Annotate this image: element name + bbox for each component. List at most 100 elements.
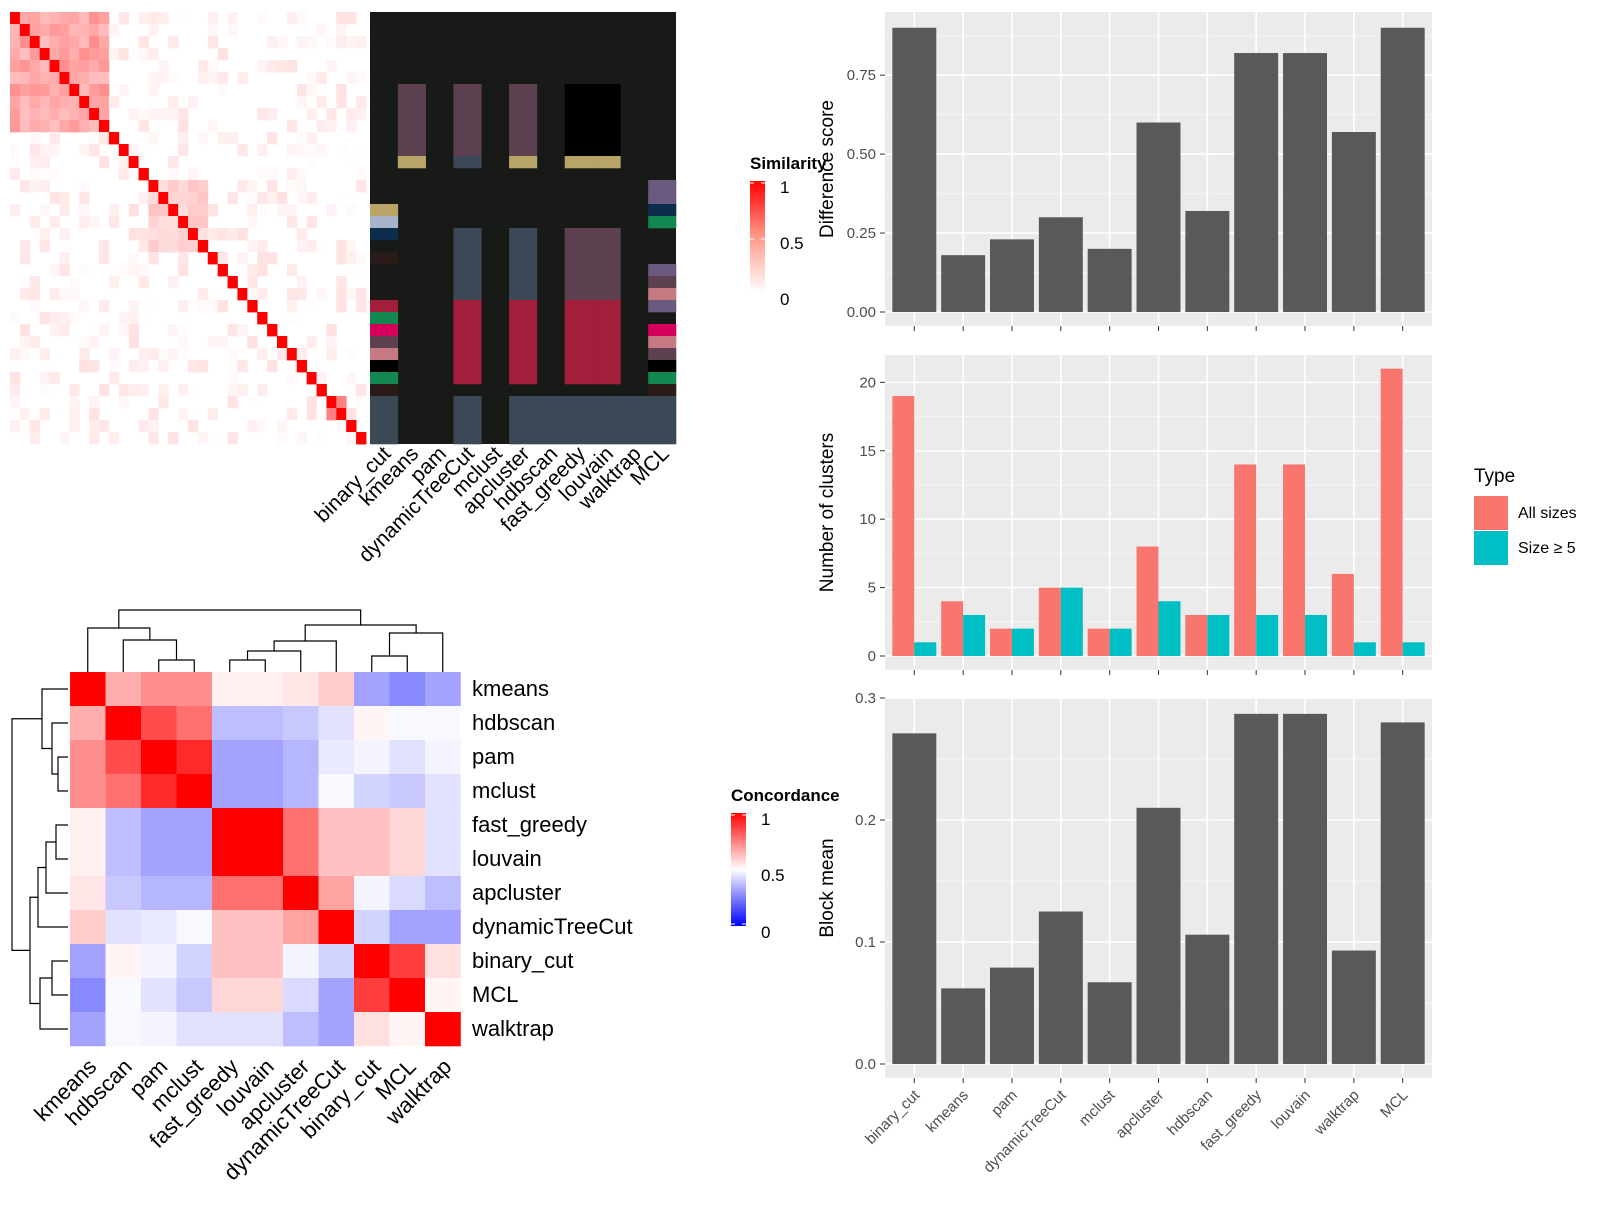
similarity-cell: [316, 288, 327, 301]
concordance-cell: [247, 740, 284, 775]
similarity-cell: [59, 192, 70, 205]
similarity-cell: [267, 60, 278, 73]
similarity-cell: [108, 348, 120, 361]
similarity-cell: [49, 84, 60, 97]
similarity-cell: [49, 48, 60, 61]
partition-cell: [564, 264, 593, 277]
similarity-cell: [356, 180, 367, 193]
concordance-cell: [283, 910, 319, 945]
similarity-cell: [178, 192, 189, 205]
similarity-cell: [108, 360, 120, 373]
similarity-cell: [316, 384, 327, 397]
partition-cell: [453, 324, 482, 337]
concordance-cell: [425, 1012, 461, 1047]
similarity-cell: [39, 240, 50, 253]
partition-cell: [509, 336, 538, 349]
similarity-cell: [99, 132, 110, 145]
similarity-cell: [10, 312, 21, 325]
concordance-cell: [318, 1012, 355, 1047]
similarity-cell: [89, 48, 100, 61]
concordance-row-label-binary_cut: binary_cut: [472, 948, 574, 973]
concordance-cell: [425, 808, 461, 843]
partition-cell: [509, 120, 538, 133]
similarity-cell: [207, 432, 219, 445]
partition-cell: [453, 360, 482, 373]
concordance-cell: [318, 672, 355, 707]
similarity-cell: [138, 276, 149, 289]
similarity-cell: [207, 60, 219, 73]
similarity-cell: [39, 120, 50, 133]
partition-cell: [453, 396, 482, 409]
similarity-cell: [39, 180, 50, 193]
similarity-cell: [29, 132, 41, 145]
similarity-cell: [49, 192, 60, 205]
similarity-cell: [158, 360, 169, 373]
similarity-cell: [108, 132, 120, 145]
concordance-row-label-kmeans: kmeans: [472, 676, 549, 701]
similarity-cell: [188, 228, 199, 241]
similarity-cell: [128, 264, 139, 277]
similarity-cell: [207, 228, 219, 241]
similarity-cell: [277, 204, 288, 217]
partition-cell: [592, 300, 621, 313]
concordance-cell: [105, 672, 142, 707]
bar-binary_cut-all-sizes: [892, 396, 915, 656]
similarity-cell: [158, 240, 169, 253]
similarity-cell: [286, 348, 298, 361]
similarity-cell: [197, 132, 209, 145]
partition-cell: [648, 372, 677, 385]
partition-cell: [648, 300, 677, 313]
partition-cell: [592, 336, 621, 349]
concordance-cell: [105, 842, 142, 877]
similarity-cell: [158, 72, 169, 85]
similarity-cell: [148, 240, 159, 253]
bar-louvain-all-sizes: [1283, 464, 1306, 656]
concordance-cell: [105, 1012, 142, 1047]
similarity-cell: [346, 204, 357, 217]
similarity-cell: [336, 276, 347, 289]
similarity-cell: [346, 348, 357, 361]
concordance-row-label-hdbscan: hdbscan: [472, 710, 555, 735]
similarity-cell: [128, 228, 139, 241]
similarity-cell: [336, 252, 347, 265]
similarity-cell: [29, 420, 41, 433]
similarity-cell: [257, 144, 268, 157]
similarity-cell: [237, 324, 248, 337]
partition-cell: [509, 132, 538, 145]
concordance-legend: Concordance 1 0.5 0: [731, 786, 840, 942]
similarity-cell: [59, 252, 70, 265]
similarity-cell: [296, 12, 308, 25]
partition-cell: [509, 396, 538, 409]
similarity-cell: [257, 240, 268, 253]
concordance-cell: [212, 978, 248, 1013]
similarity-cell: [277, 420, 288, 433]
partition-cell: [648, 324, 677, 337]
concordance-cell: [70, 672, 106, 707]
concordance-cell: [389, 774, 426, 809]
partition-cell: [509, 84, 538, 97]
concordance-cell: [247, 876, 284, 911]
similarity-cell: [79, 360, 90, 373]
similarity-legend-tick-1: 1: [780, 178, 789, 197]
similarity-cell: [108, 204, 120, 217]
similarity-cell: [49, 60, 60, 73]
concordance-row-label-fast_greedy: fast_greedy: [472, 812, 587, 837]
similarity-heatmap: [10, 12, 367, 445]
partition-cell: [564, 300, 593, 313]
bar-hdbscan-all-sizes: [1185, 614, 1208, 656]
partition-cell: [509, 252, 538, 265]
similarity-cell: [148, 72, 159, 85]
bar-mclust: [1087, 248, 1132, 312]
similarity-cell: [346, 264, 357, 277]
partition-cell: [592, 372, 621, 385]
similarity-cell: [39, 72, 50, 85]
bar-apcluster-size-ge-5: [1158, 601, 1181, 656]
partition-cell: [564, 432, 593, 445]
similarity-cell: [49, 36, 60, 49]
concordance-cell: [318, 842, 355, 877]
similarity-cell: [19, 84, 31, 97]
partition-method-labels: binary_cutkmeanspamdynamicTreeCutmclusta…: [311, 442, 674, 567]
bar-binary_cut-size-ge-5: [914, 642, 937, 656]
partition-cell: [564, 312, 593, 325]
similarity-cell: [39, 384, 50, 397]
